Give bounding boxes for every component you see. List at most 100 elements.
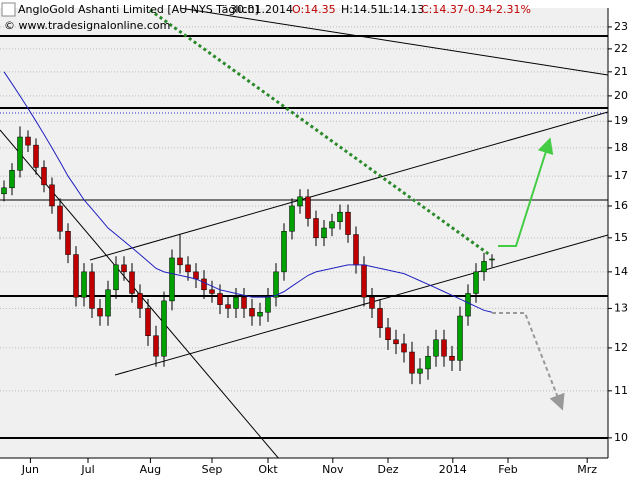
candle-body (105, 289, 111, 317)
candle-body (369, 296, 375, 309)
candle-body (353, 234, 359, 266)
y-tick-label: 17 (614, 169, 628, 182)
x-tick-label: 2014 (439, 463, 467, 476)
candle-body (457, 315, 463, 361)
candle-body (129, 271, 135, 294)
candle-body (321, 227, 327, 239)
candle-body (249, 308, 255, 317)
drawings (0, 8, 608, 458)
header-high: H:14.51 (341, 3, 384, 16)
candle-body (337, 211, 343, 222)
y-tick-label: 10 (614, 431, 628, 444)
watermark: © www.tradesignalonline.com (4, 19, 170, 32)
y-tick-label: 15 (614, 231, 628, 244)
candle-body (153, 335, 159, 357)
candle-body (33, 144, 39, 168)
candle-body (145, 308, 151, 336)
candle-body (25, 136, 31, 146)
header-name: AngloGold Ashanti Limited [AU NYS Täglic… (18, 3, 259, 16)
x-tick-label: Mrz (577, 463, 597, 476)
x-tick-label: Sep (202, 463, 223, 476)
candle-body (57, 205, 63, 232)
header-close: C:14.37 (421, 3, 464, 16)
y-tick-label: 12 (614, 341, 628, 354)
x-tick-label: Jul (80, 463, 94, 476)
candle-body (73, 254, 79, 298)
candle-body (345, 211, 351, 235)
candle-body (1, 187, 7, 195)
candle-body (465, 293, 471, 317)
x-tick-label: Okt (258, 463, 278, 476)
candle-body (401, 343, 407, 353)
candle-body (193, 271, 199, 280)
candle-body (433, 339, 439, 357)
candle-body (489, 258, 495, 261)
y-tick-label: 23 (614, 20, 628, 33)
y-tick-label: 11 (614, 384, 628, 397)
y-tick-label: 16 (614, 199, 628, 212)
series (1, 71, 495, 385)
y-tick-label: 18 (614, 141, 628, 154)
candle-body (473, 271, 479, 294)
candle-body (169, 257, 175, 302)
candle-body (265, 296, 271, 313)
candle-body (49, 184, 55, 207)
x-tick-label: Dez (377, 463, 398, 476)
candle-body (297, 196, 303, 207)
candle-body (257, 311, 263, 317)
candle-body (305, 196, 311, 219)
x-tick-label: Nov (322, 463, 344, 476)
y-tick-label: 13 (614, 301, 628, 314)
moving-average (3, 71, 493, 313)
candle-body (377, 308, 383, 329)
candle-body (273, 271, 279, 298)
candle-body (281, 231, 287, 273)
candle-body (417, 368, 423, 374)
candle-body (441, 339, 447, 357)
candle-body (329, 221, 335, 229)
candle-body (241, 296, 247, 309)
candle-body (17, 136, 23, 171)
candle-body (449, 355, 455, 361)
candle-body (201, 278, 207, 291)
candle-body (185, 264, 191, 273)
candle-body (177, 257, 183, 266)
candle-body (81, 271, 87, 298)
candle-body (409, 351, 415, 374)
x-tick-label: Feb (498, 463, 517, 476)
candle-body (65, 231, 71, 255)
header-change: -0.34 (464, 3, 492, 16)
candle-body (89, 271, 95, 309)
y-tick-label: 22 (614, 42, 628, 55)
candle-body (217, 293, 223, 305)
candle-body (41, 167, 47, 186)
candle-body (313, 218, 319, 239)
candle-body (209, 289, 215, 294)
candle-body (393, 339, 399, 345)
header-open: O:14.35 (292, 3, 336, 16)
header-low: L:14.13 (383, 3, 424, 16)
candle-body (289, 205, 295, 232)
candle-body (385, 327, 391, 341)
plot-area (0, 8, 608, 458)
candle-body (121, 264, 127, 273)
candle-body (233, 296, 239, 309)
candle-body (225, 304, 231, 309)
candle-body (161, 300, 167, 357)
header-date: 30.01.2014 (230, 3, 293, 16)
x-tick-label: Jun (21, 463, 39, 476)
header: AngloGold Ashanti Limited [AU NYS Täglic… (1, 2, 531, 32)
x-tick-label: Aug (140, 463, 161, 476)
candle-body (97, 308, 103, 317)
candle-body (113, 264, 119, 291)
header-change-pct: -2.31% (492, 3, 531, 16)
candle-body (9, 170, 15, 189)
y-tick-label: 21 (614, 65, 628, 78)
candle-body (361, 264, 367, 298)
candle-body (425, 355, 431, 370)
candle-body (481, 261, 487, 273)
y-tick-label: 19 (614, 114, 628, 127)
candle-body (137, 293, 143, 309)
y-tick-label: 14 (614, 265, 628, 278)
